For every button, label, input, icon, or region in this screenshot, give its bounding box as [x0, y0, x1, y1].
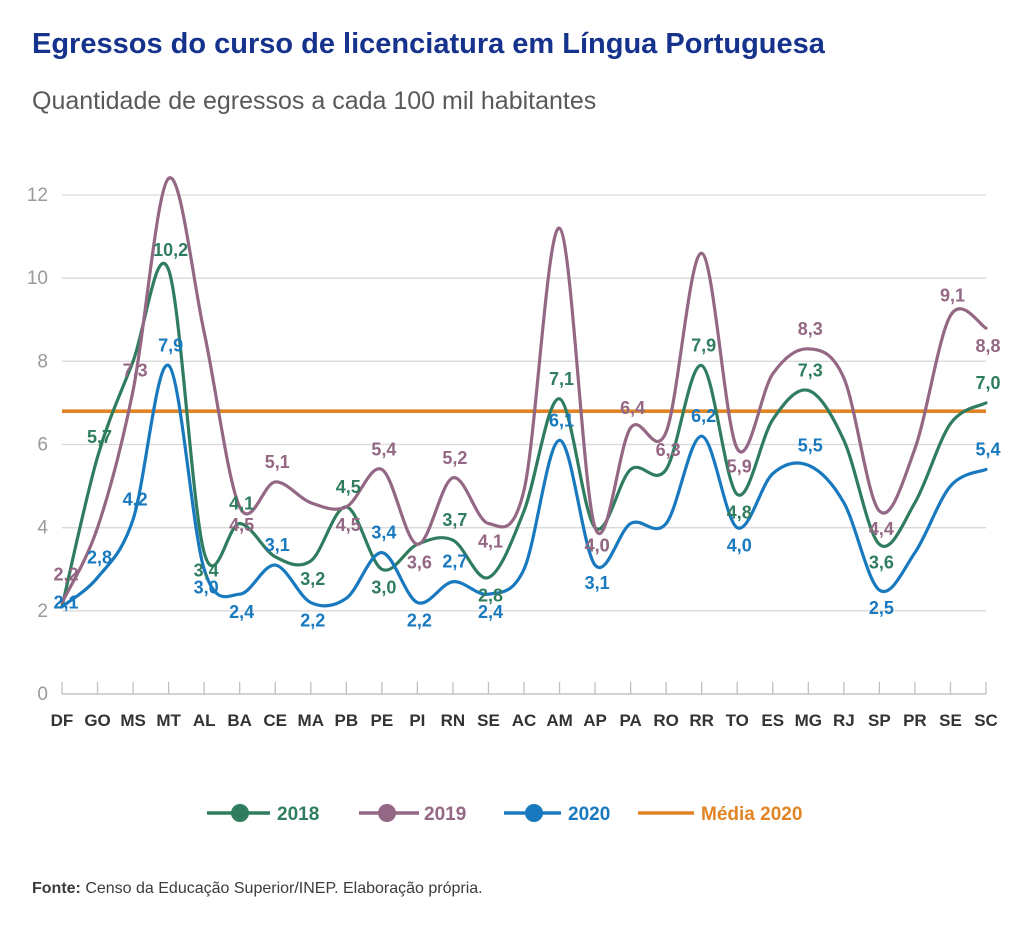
svg-text:3,4: 3,4 — [371, 523, 396, 543]
svg-text:PA: PA — [619, 711, 641, 730]
svg-text:6: 6 — [37, 435, 48, 456]
svg-text:2,4: 2,4 — [229, 602, 254, 622]
svg-text:MT: MT — [156, 711, 181, 730]
svg-text:AC: AC — [512, 711, 537, 730]
svg-text:7,0: 7,0 — [975, 373, 1000, 393]
svg-text:7,9: 7,9 — [691, 335, 716, 355]
svg-text:2,4: 2,4 — [478, 602, 503, 622]
svg-text:5,9: 5,9 — [727, 457, 752, 477]
svg-text:GO: GO — [84, 711, 110, 730]
svg-text:CE: CE — [263, 711, 287, 730]
svg-text:MA: MA — [298, 711, 324, 730]
svg-text:4,5: 4,5 — [229, 515, 254, 535]
svg-text:SE: SE — [477, 711, 500, 730]
svg-text:DF: DF — [51, 711, 74, 730]
svg-text:5,2: 5,2 — [442, 448, 467, 468]
svg-text:AL: AL — [193, 711, 216, 730]
svg-text:AM: AM — [546, 711, 572, 730]
svg-text:TO: TO — [726, 711, 749, 730]
svg-text:MS: MS — [120, 711, 146, 730]
svg-text:8: 8 — [37, 351, 48, 372]
svg-text:6,4: 6,4 — [620, 398, 645, 418]
svg-text:6,2: 6,2 — [691, 406, 716, 426]
svg-text:7,1: 7,1 — [549, 369, 574, 389]
svg-text:RN: RN — [441, 711, 466, 730]
svg-text:5,5: 5,5 — [798, 435, 823, 455]
svg-text:SE: SE — [939, 711, 962, 730]
svg-text:8,8: 8,8 — [975, 336, 1000, 356]
svg-text:2,2: 2,2 — [53, 565, 78, 585]
svg-text:PE: PE — [371, 711, 394, 730]
svg-text:2,5: 2,5 — [869, 598, 894, 618]
svg-text:2019: 2019 — [424, 804, 466, 825]
svg-text:PI: PI — [409, 711, 425, 730]
svg-text:4,4: 4,4 — [869, 519, 894, 539]
svg-text:3,0: 3,0 — [194, 577, 219, 597]
svg-text:4,2: 4,2 — [123, 489, 148, 509]
svg-text:2018: 2018 — [277, 804, 319, 825]
svg-text:PB: PB — [334, 711, 358, 730]
svg-text:6,3: 6,3 — [656, 440, 681, 460]
svg-text:4,1: 4,1 — [478, 532, 503, 552]
svg-text:2,2: 2,2 — [407, 611, 432, 631]
svg-text:5,7: 5,7 — [87, 427, 112, 447]
svg-text:4,5: 4,5 — [336, 515, 361, 535]
svg-text:4,0: 4,0 — [585, 536, 610, 556]
svg-text:ES: ES — [761, 711, 784, 730]
svg-text:PR: PR — [903, 711, 927, 730]
svg-text:0: 0 — [37, 684, 48, 705]
svg-text:2020: 2020 — [568, 804, 610, 825]
svg-text:3,2: 3,2 — [300, 569, 325, 589]
svg-text:RR: RR — [689, 711, 714, 730]
svg-text:4: 4 — [37, 518, 48, 539]
svg-text:9,1: 9,1 — [940, 286, 965, 306]
svg-text:10,2: 10,2 — [153, 240, 188, 260]
svg-text:2: 2 — [37, 601, 48, 622]
svg-text:2,1: 2,1 — [53, 593, 78, 613]
svg-text:8,3: 8,3 — [798, 319, 823, 339]
svg-text:5,4: 5,4 — [371, 439, 396, 459]
svg-text:3,6: 3,6 — [869, 552, 894, 572]
svg-text:4,8: 4,8 — [727, 502, 752, 522]
svg-text:AP: AP — [583, 711, 607, 730]
svg-text:3,1: 3,1 — [585, 573, 610, 593]
svg-text:12: 12 — [27, 185, 48, 206]
svg-text:RJ: RJ — [833, 711, 855, 730]
svg-text:4,0: 4,0 — [727, 536, 752, 556]
svg-text:2,2: 2,2 — [300, 611, 325, 631]
svg-text:3,6: 3,6 — [407, 552, 432, 572]
svg-text:5,1: 5,1 — [265, 452, 290, 472]
svg-text:10: 10 — [27, 268, 48, 289]
svg-text:3,1: 3,1 — [265, 535, 290, 555]
svg-text:SP: SP — [868, 711, 891, 730]
svg-text:3,7: 3,7 — [442, 510, 467, 530]
svg-text:2,8: 2,8 — [87, 548, 112, 568]
svg-text:SC: SC — [974, 711, 998, 730]
svg-text:Média 2020: Média 2020 — [701, 804, 802, 825]
svg-text:5,4: 5,4 — [975, 439, 1000, 459]
svg-text:RO: RO — [653, 711, 679, 730]
svg-text:7,3: 7,3 — [123, 360, 148, 380]
svg-text:4,5: 4,5 — [336, 477, 361, 497]
svg-text:2,7: 2,7 — [442, 552, 467, 572]
svg-text:3,0: 3,0 — [371, 577, 396, 597]
svg-text:4,1: 4,1 — [229, 494, 254, 514]
svg-text:7,3: 7,3 — [798, 360, 823, 380]
svg-text:6,1: 6,1 — [549, 410, 574, 430]
svg-text:BA: BA — [227, 711, 252, 730]
svg-text:7,9: 7,9 — [158, 335, 183, 355]
svg-text:MG: MG — [795, 711, 822, 730]
